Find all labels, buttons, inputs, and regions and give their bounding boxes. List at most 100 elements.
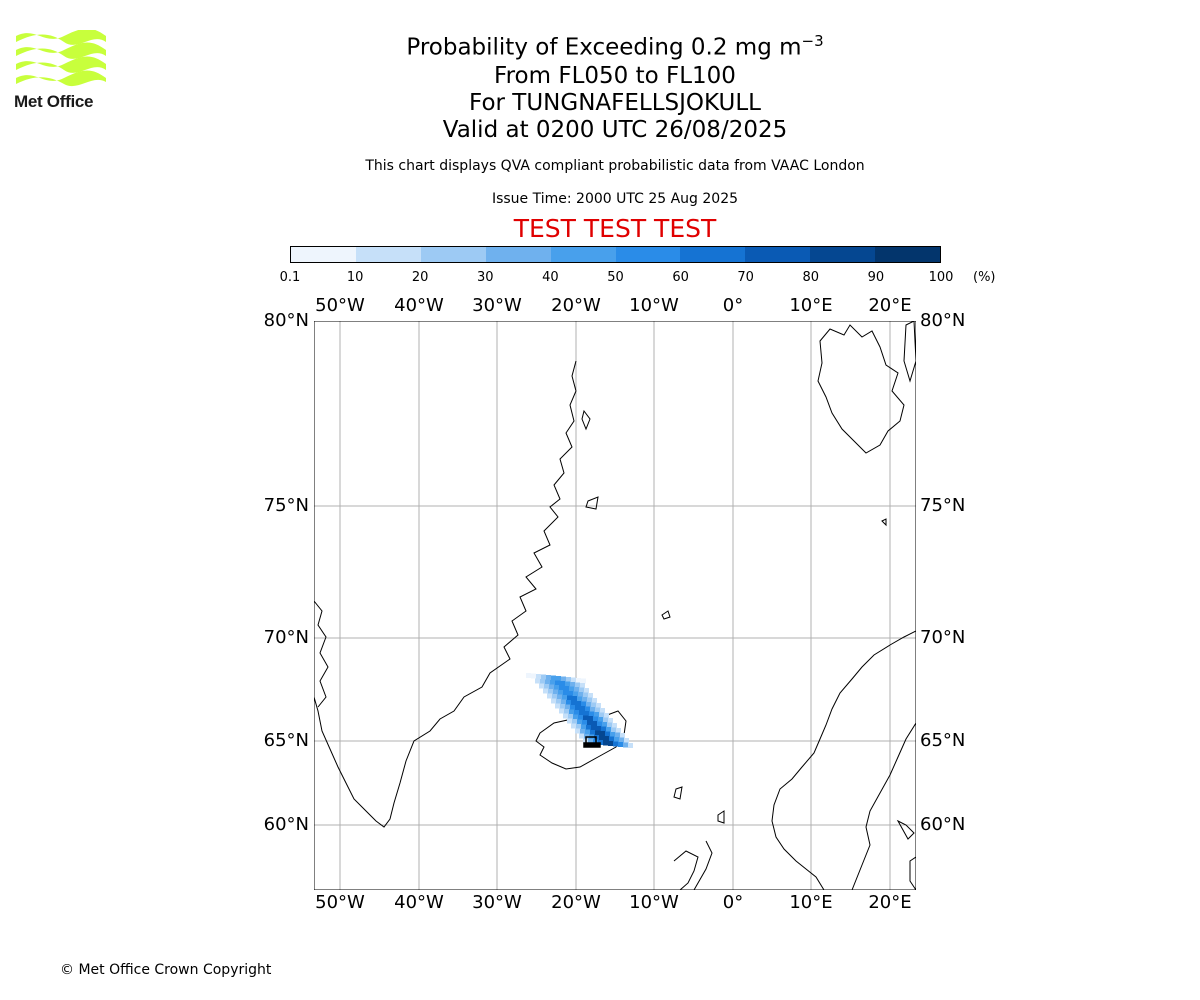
- colorbar-segment: [420, 247, 486, 262]
- latitude-label: 75°N: [263, 495, 309, 516]
- plume-cell: [576, 678, 581, 683]
- plume-cell: [556, 699, 561, 704]
- plume-cell: [581, 678, 586, 684]
- longitude-label: 30°W: [472, 892, 522, 913]
- plume-cell: [568, 714, 573, 719]
- plume-cell: [628, 743, 633, 748]
- plume-cell: [554, 685, 559, 690]
- valid-time: Valid at 0200 UTC 26/08/2025: [442, 117, 788, 143]
- plume-cell: [600, 731, 605, 736]
- plume-cell: [563, 690, 568, 696]
- plume-cell: [601, 726, 606, 732]
- plume-cell: [566, 700, 571, 705]
- longitude-label: 40°W: [394, 892, 444, 913]
- colorbar-tick-label: 0.1: [279, 270, 301, 285]
- plume-cell: [567, 695, 572, 701]
- copyright: © Met Office Crown Copyright: [60, 962, 272, 978]
- colorbar-segment: [615, 247, 681, 262]
- colorbar-segment: [875, 247, 941, 262]
- longitude-label: 10°W: [629, 295, 679, 316]
- colorbar-segment: [291, 247, 356, 262]
- plume-cell: [574, 687, 579, 692]
- plume-cell: [539, 683, 544, 689]
- plume-cell: [541, 674, 546, 680]
- plume-cell: [623, 742, 628, 748]
- plume-cell: [598, 717, 603, 722]
- plume-cell: [583, 715, 588, 721]
- plume-cell: [608, 718, 613, 723]
- latitude-label: 65°N: [920, 730, 966, 751]
- plume-cell: [616, 728, 621, 733]
- longitude-label: 50°W: [315, 295, 365, 316]
- latitude-label: 65°N: [263, 730, 309, 751]
- plume-cell: [610, 732, 615, 737]
- longitude-label: 30°W: [472, 295, 522, 316]
- plume-cell: [580, 683, 585, 688]
- plume-cell: [592, 698, 597, 703]
- plume-cell: [556, 676, 561, 681]
- plume-cell: [579, 733, 584, 739]
- plume-cell: [600, 708, 605, 713]
- plume-cell: [575, 728, 580, 734]
- plume-cell: [624, 738, 629, 743]
- plume-cell: [578, 692, 583, 697]
- latitude-label: 60°N: [920, 814, 966, 835]
- plume-cell: [572, 719, 577, 724]
- colorbar-segment: [550, 247, 616, 262]
- plume-cell: [590, 707, 595, 712]
- plume-cell: [557, 694, 562, 700]
- plume-cell: [576, 701, 581, 706]
- plume-cell: [575, 705, 580, 711]
- longitude-label: 50°W: [315, 892, 365, 913]
- plume-cell: [560, 681, 565, 686]
- plume-cell: [555, 680, 560, 686]
- plume-cell: [588, 716, 593, 721]
- colorbar-tick-label: 40: [542, 270, 559, 285]
- plume-cell: [613, 741, 618, 747]
- plume-cell: [584, 688, 589, 693]
- plume-cell: [571, 723, 576, 729]
- test-banner: TEST TEST TEST: [513, 214, 717, 243]
- plume-cell: [590, 730, 595, 735]
- plume-cell: [561, 676, 566, 682]
- volcano-name: For TUNGNAFELLSJOKULL: [469, 90, 761, 116]
- colorbar-tick-label: 50: [607, 270, 624, 285]
- longitude-labels-top: 50°W 40°W 30°W 20°W 10°W 0° 10°E 20°E: [0, 295, 1200, 319]
- plume-cell: [568, 691, 573, 696]
- longitude-label: 10°W: [629, 892, 679, 913]
- plume-cell: [545, 679, 550, 685]
- plume-cell: [577, 719, 582, 725]
- plume-cell: [589, 711, 594, 717]
- chart-title: Probability of Exceeding 0.2 mg m−3: [300, 28, 930, 62]
- colorbar-segment: [810, 247, 876, 262]
- plume-cell: [573, 691, 578, 697]
- plume-cell: [564, 709, 569, 714]
- plume-cell: [620, 733, 625, 738]
- ash-plume: [526, 673, 633, 748]
- colorbar-segment: [680, 247, 746, 262]
- plume-cell: [584, 711, 589, 716]
- plume-cell: [602, 722, 607, 727]
- longitude-label: 0°: [722, 892, 744, 913]
- title-superscript: −3: [801, 32, 824, 50]
- plume-cell: [548, 689, 553, 694]
- plume-cell: [547, 693, 552, 699]
- plume-cell: [567, 718, 572, 724]
- plume-cell: [577, 696, 582, 702]
- plume-cell: [594, 712, 599, 717]
- title-main: Probability of Exceeding 0.2 mg m: [406, 34, 802, 61]
- plume-cell: [587, 697, 592, 703]
- plume-cell: [596, 703, 601, 708]
- plume-cell: [564, 686, 569, 691]
- graticule: [314, 321, 916, 890]
- plume-cell: [553, 689, 558, 695]
- plume-cell: [574, 710, 579, 715]
- plume-cell: [608, 741, 613, 746]
- plume-cell: [591, 702, 596, 708]
- latitude-label: 70°N: [263, 627, 309, 648]
- longitude-label: 40°W: [394, 295, 444, 316]
- colorbar: [290, 246, 941, 263]
- plume-cell: [569, 686, 574, 692]
- plume-cell: [570, 682, 575, 687]
- plume-cell: [544, 684, 549, 689]
